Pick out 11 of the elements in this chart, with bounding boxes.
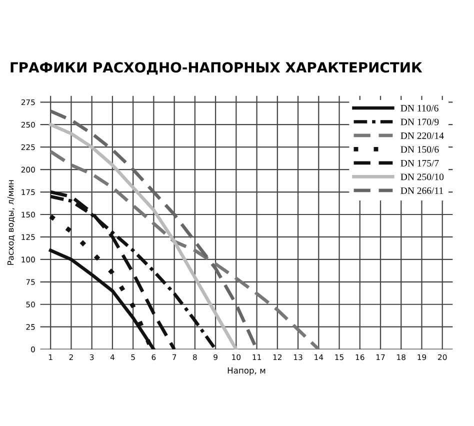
legend-label: DN 250/10 xyxy=(400,174,444,180)
legend-label: DN 220/14 xyxy=(400,132,444,139)
legend-label: DN 175/7 xyxy=(400,160,439,166)
legend-label: DN 266/11 xyxy=(400,187,443,194)
chart-title: ГРАФИКИ РАСХОДНО-НАПОРНЫХ ХАРАКТЕРИСТИК xyxy=(10,62,422,75)
x-axis-title: Напор, м xyxy=(228,367,266,376)
legend-label: DN 110/6 xyxy=(400,104,438,112)
legend-label: DN 170/9 xyxy=(400,118,439,126)
line-series xyxy=(48,150,320,350)
y-axis-title: Расход воды, л/мин xyxy=(7,180,15,265)
legend-label: DN 150/6 xyxy=(400,146,439,153)
